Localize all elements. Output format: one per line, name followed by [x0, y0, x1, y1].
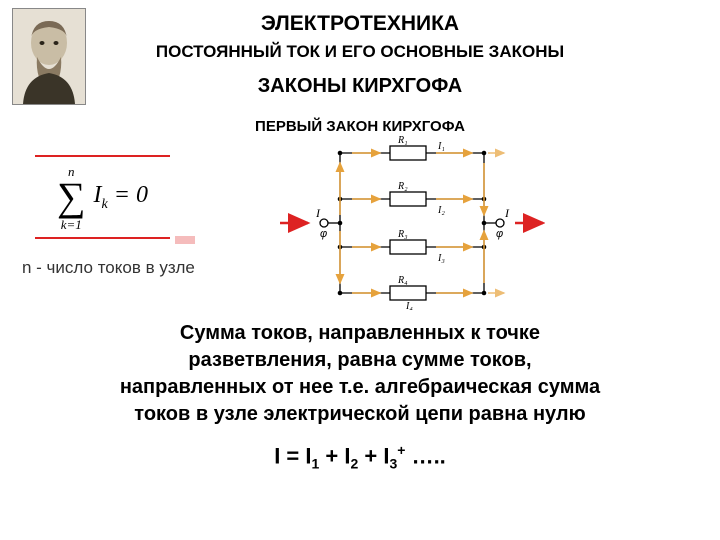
body-line1: Сумма токов, направленных к точке	[180, 322, 540, 344]
svg-text:R₂: R₂	[397, 181, 408, 192]
body-line2: разветвления, равна сумме токов,	[188, 349, 531, 371]
equation-line: I = I1 + I2 + I3+ …..	[0, 442, 720, 472]
formula-caption: n - число токов в узле	[22, 258, 195, 278]
sigma-upper: n	[68, 165, 75, 178]
svg-text:I: I	[504, 206, 510, 220]
heading-main: ЭЛЕКТРОТЕХНИКА	[0, 12, 720, 36]
formula-var: I	[94, 182, 102, 208]
formula-block: ∑ n k=1 Ik = 0	[35, 155, 170, 239]
svg-text:I₂: I₂	[437, 205, 445, 216]
body-line4: токов в узле электрической цепи равна ну…	[134, 403, 585, 425]
formula-rhs: Ik = 0	[94, 182, 148, 213]
accent-bar	[175, 236, 195, 244]
body-line3: направленных от нее т.е. алгебраическая …	[120, 376, 600, 398]
formula-eq: = 0	[108, 182, 148, 208]
svg-text:I₁: I₁	[437, 141, 445, 152]
svg-text:φ: φ	[496, 228, 503, 240]
sigma-lower: k=1	[61, 218, 82, 231]
svg-text:φ: φ	[320, 228, 327, 240]
heading-sub2: ЗАКОНЫ КИРХГОФА	[0, 75, 720, 98]
svg-text:I₃: I₃	[437, 253, 445, 264]
sigma-symbol: ∑ n k=1	[57, 177, 86, 217]
svg-text:R₁: R₁	[397, 135, 408, 146]
svg-text:I₄: I₄	[405, 301, 413, 310]
heading-sub3: ПЕРВЫЙ ЗАКОН КИРХГОФА	[0, 118, 720, 135]
circuit-diagram: I I φ φ R₁ I₁ R₂ I₂ R₃ I₃	[280, 135, 545, 310]
svg-text:I: I	[315, 206, 321, 220]
heading-sub1: ПОСТОЯННЫЙ ТОК И ЕГО ОСНОВНЫЕ ЗАКОНЫ	[0, 42, 720, 62]
svg-text:R₃: R₃	[397, 229, 408, 240]
body-text: Сумма токов, направленных к точке развет…	[50, 320, 670, 428]
svg-text:R₄: R₄	[397, 275, 408, 286]
